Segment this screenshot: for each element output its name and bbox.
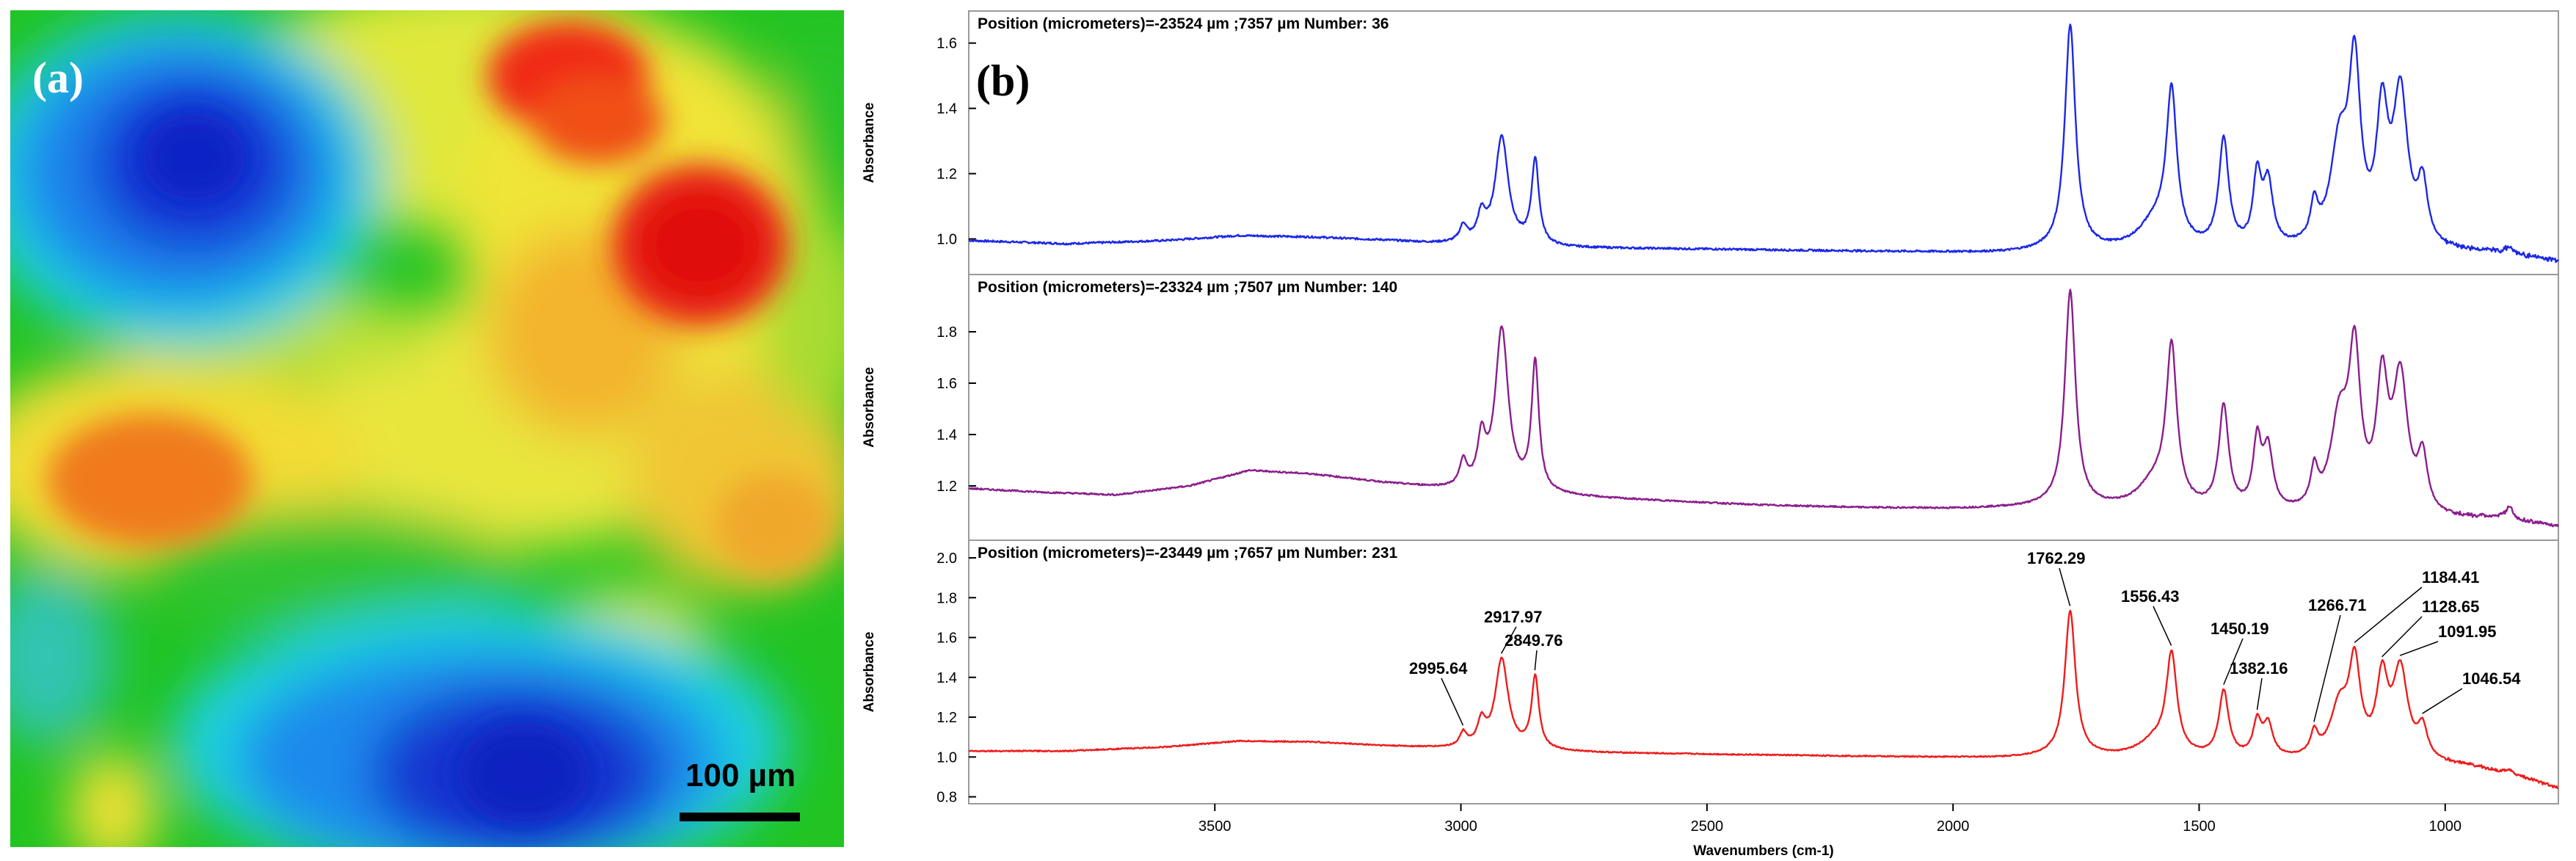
- y-tick-label: 1.6: [936, 36, 957, 52]
- y-tick-label: 1.2: [936, 710, 957, 726]
- subplot-title: Position (micrometers)=-23324 µm ;7507 µ…: [978, 279, 1397, 296]
- peak-leader: [1441, 677, 1464, 726]
- peak-leader: [1534, 650, 1538, 671]
- y-axis-title: Absorbance: [862, 367, 877, 448]
- y-tick-label: 1.0: [936, 749, 957, 766]
- subplot-title: Position (micrometers)=-23524 µm ;7357 µ…: [978, 15, 1389, 32]
- y-tick-label: 1.8: [936, 324, 957, 341]
- subplot-title: Position (micrometers)=-23449 µm ;7657 µ…: [978, 545, 1397, 562]
- x-tick-label: 3500: [1198, 818, 1231, 835]
- x-tick-label: 1500: [2183, 818, 2216, 835]
- x-tick-label: 1000: [2429, 818, 2462, 835]
- y-tick-label: 1.4: [936, 427, 957, 443]
- peak-leader: [2256, 677, 2263, 711]
- subplot-frame: [968, 540, 2559, 804]
- y-tick-label: 1.0: [936, 232, 957, 248]
- x-tick-label: 3000: [1444, 818, 1477, 835]
- peak-leader: [2153, 606, 2172, 646]
- peak-label: 1556.43: [2121, 587, 2180, 606]
- peak-label: 1128.65: [2422, 597, 2479, 616]
- spectrum-line: [968, 609, 2559, 790]
- x-tick-label: 2000: [1937, 818, 1970, 835]
- y-axis-title: Absorbance: [862, 632, 877, 713]
- peak-label: 1762.29: [2027, 549, 2086, 567]
- peak-label: 2917.97: [1484, 608, 1543, 626]
- subplot-frame: [968, 10, 2559, 275]
- spectrum-line: [968, 288, 2559, 528]
- spectrum-line: [968, 23, 2559, 264]
- panel-a-label: (a): [32, 54, 84, 102]
- peak-label: 1382.16: [2230, 659, 2288, 677]
- x-tick-label: 2500: [1691, 818, 1724, 835]
- subplot-frame: [968, 274, 2559, 541]
- y-tick-label: 1.6: [936, 376, 957, 392]
- x-axis-title: Wavenumbers (cm-1): [1693, 843, 1833, 859]
- peak-leader: [2354, 586, 2423, 644]
- chemical-map: [10, 10, 844, 847]
- y-tick-label: 0.8: [936, 790, 957, 806]
- y-tick-label: 1.4: [936, 101, 957, 117]
- scale-bar-label: 100 µm: [685, 758, 796, 793]
- y-tick-label: 1.8: [936, 590, 957, 606]
- y-tick-label: 1.2: [936, 479, 957, 495]
- y-tick-label: 1.2: [936, 167, 957, 183]
- peak-leader: [2422, 688, 2463, 714]
- peak-label: 1266.71: [2308, 596, 2367, 614]
- peak-label: 2849.76: [1505, 631, 1563, 650]
- peak-label: 1046.54: [2462, 669, 2521, 688]
- chemical-map-panel: 100 µm: [10, 10, 844, 847]
- y-tick-label: 2.0: [936, 551, 957, 567]
- peak-label: 1091.95: [2438, 622, 2497, 641]
- peak-label: 1450.19: [2211, 620, 2269, 638]
- peak-leader: [2223, 638, 2244, 685]
- peak-leader: [2399, 641, 2439, 656]
- peak-leader: [2381, 616, 2423, 658]
- peak-leader: [2313, 614, 2341, 722]
- ftir-spectra-chart: 1.0 1.2 1.4 1.6 1.2 1.4 1.6 1.8 0.8 1.0 1.2 1.4 1.6 1…: [862, 10, 2559, 859]
- panel-b-label: (b): [976, 57, 1030, 105]
- peak-label: 2995.64: [1409, 659, 1468, 677]
- peak-label: 1184.41: [2422, 568, 2479, 586]
- y-tick-label: 1.4: [936, 670, 957, 686]
- y-axis-title: Absorbance: [862, 103, 877, 184]
- scale-bar: [680, 813, 800, 821]
- peak-leader: [2059, 567, 2071, 606]
- y-tick-label: 1.6: [936, 631, 957, 647]
- peak-leader: [1500, 626, 1517, 654]
